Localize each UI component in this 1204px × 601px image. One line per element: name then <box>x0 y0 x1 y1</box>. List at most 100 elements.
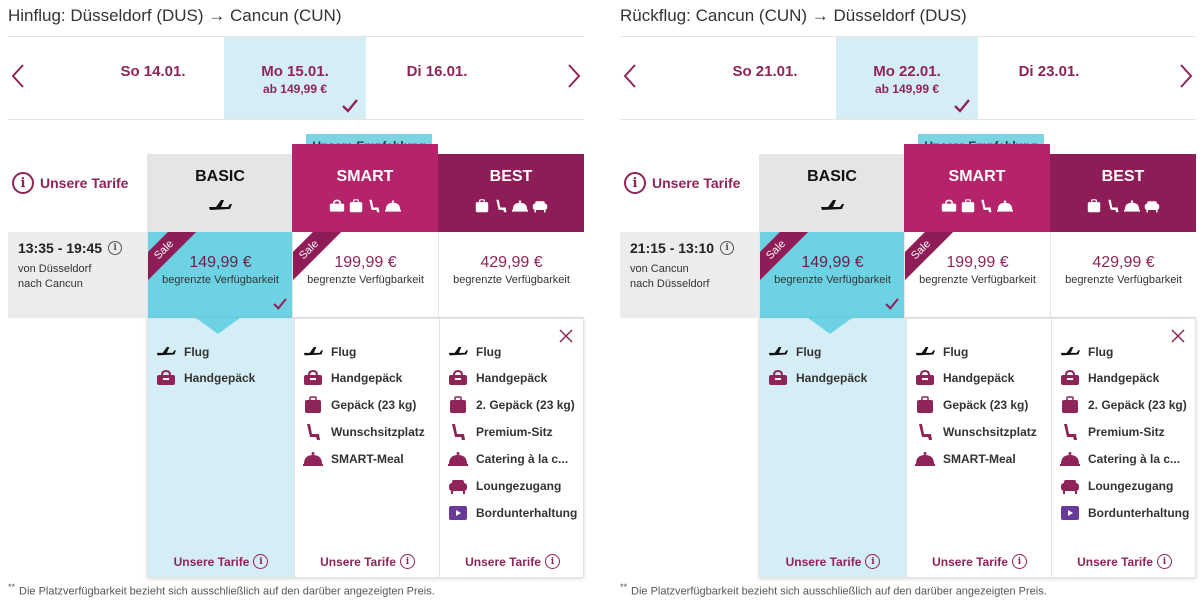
meal-icon <box>385 199 401 213</box>
date-price: ab 149,99 € <box>262 82 328 96</box>
availability-note: begrenzte Verfügbarkeit <box>307 274 424 286</box>
tariffs-info-link[interactable]: i Unsere Tarife <box>12 172 128 194</box>
date-option[interactable]: So 14.01. <box>82 37 224 119</box>
fare-header-best[interactable]: BEST <box>1050 154 1196 232</box>
feature-label: Flug <box>331 345 357 359</box>
suitcase-icon <box>961 199 975 213</box>
price-option-basic[interactable]: Sale 149,99 € begrenzte Verfügbarkeit <box>759 232 905 318</box>
suitcase-icon <box>474 199 490 213</box>
fare-details-basic: Flug Handgepäck Unsere Tarife i <box>760 318 906 577</box>
fare-details-best: Flug Handgepäck 2. Gepäck (23 kg) Premiu… <box>1051 319 1197 577</box>
tariffs-info-link[interactable]: Unsere Tarife i <box>440 554 585 569</box>
tariffs-info-link[interactable]: Unsere Tarife i <box>295 554 440 569</box>
price-option-smart[interactable]: Sale 199,99 € begrenzte Verfügbarkeit <box>292 232 438 318</box>
fare-header-basic[interactable]: BASIC <box>759 154 905 232</box>
feature-label: Handgepäck <box>943 371 1015 385</box>
price-option-basic[interactable]: Sale 149,99 € begrenzte Verfügbarkeit <box>147 232 293 318</box>
plane-icon <box>448 345 468 359</box>
fare-header-smart[interactable]: SMART <box>904 144 1050 232</box>
price-option-best[interactable]: 429,99 € begrenzte Verfügbarkeit <box>1050 232 1196 318</box>
seat-icon <box>449 423 467 441</box>
fare-header-best[interactable]: BEST <box>438 154 584 232</box>
meal-icon <box>997 199 1013 213</box>
meal-icon <box>915 451 935 467</box>
feature-label: Catering à la c... <box>1088 452 1181 466</box>
fare-details-smart: Flug Handgepäck Gepäck (23 kg) Wunschsit… <box>906 319 1052 577</box>
flight-info: 21:15 - 13:10 i von Cancun nach Düsseldor… <box>620 232 759 318</box>
feature-label: SMART-Meal <box>331 452 404 466</box>
suitcase-icon <box>1061 396 1079 414</box>
feature-label: Premium-Sitz <box>476 425 553 439</box>
fare-details-panel: Flug Handgepäck Unsere Tarife i Flug Hand… <box>759 318 1196 578</box>
suitcase-icon <box>349 199 363 213</box>
date-label: So 21.01. <box>732 63 798 80</box>
meal-icon <box>448 451 468 467</box>
prev-date-chevron-icon[interactable] <box>8 61 28 91</box>
next-date-chevron-icon[interactable] <box>564 61 584 91</box>
feature-label: Catering à la c... <box>476 452 569 466</box>
date-label: So 14.01. <box>120 63 186 80</box>
footer-label: Unsere Tarife <box>173 554 250 569</box>
fare-header-basic[interactable]: BASIC <box>147 154 293 232</box>
handbag-icon <box>768 370 788 386</box>
prev-date-chevron-icon[interactable] <box>620 61 640 91</box>
date-option[interactable]: Di 16.01. <box>366 37 508 119</box>
handbag-icon <box>329 199 345 213</box>
handbag-icon <box>156 370 176 386</box>
footer-label: Unsere Tarife <box>465 554 541 569</box>
fare-details-smart: Flug Handgepäck Gepäck (23 kg) Wunschsit… <box>294 319 440 577</box>
fare-name: SMART <box>948 168 1006 185</box>
date-option-selected[interactable]: Mo 22.01. ab 149,99 € <box>836 37 978 119</box>
lounge-icon <box>1144 199 1160 213</box>
fare-price: 149,99 € <box>801 254 864 271</box>
fare-details-best: Flug Handgepäck 2. Gepäck (23 kg) Premiu… <box>439 319 585 577</box>
date-label: Mo 22.01. <box>873 63 941 80</box>
tv-icon <box>448 505 468 521</box>
info-icon[interactable]: i <box>720 241 735 255</box>
handbag-icon <box>303 370 323 386</box>
selection-pointer <box>196 318 240 334</box>
seat-icon <box>1061 423 1079 441</box>
check-icon <box>954 99 970 113</box>
footer-label: Unsere Tarife <box>1077 554 1153 569</box>
date-option[interactable]: Di 23.01. <box>978 37 1120 119</box>
tariffs-info-link[interactable]: Unsere Tarife i <box>1052 554 1197 569</box>
tariffs-info-link[interactable]: Unsere Tarife i <box>760 554 906 569</box>
date-option[interactable]: So 21.01. <box>694 37 836 119</box>
tariffs-info-link[interactable]: Unsere Tarife i <box>148 554 294 569</box>
price-option-smart[interactable]: Sale 199,99 € begrenzte Verfügbarkeit <box>904 232 1050 318</box>
feature-label: Gepäck (23 kg) <box>331 398 417 412</box>
meal-icon <box>303 451 323 467</box>
close-icon[interactable] <box>559 329 573 343</box>
lounge-icon <box>532 199 548 213</box>
fare-header-smart[interactable]: SMART <box>292 144 438 232</box>
handbag-icon <box>941 199 957 213</box>
suitcase-icon <box>916 396 934 414</box>
feature-label: Bordunterhaltung <box>1088 506 1190 520</box>
tariffs-info-link[interactable]: i Unsere Tarife <box>624 172 740 194</box>
footer-label: Unsere Tarife <box>932 554 1008 569</box>
suitcase-icon <box>1086 199 1102 213</box>
price-option-best[interactable]: 429,99 € begrenzte Verfügbarkeit <box>438 232 584 318</box>
fare-name: BEST <box>489 168 533 185</box>
date-option-selected[interactable]: Mo 15.01. ab 149,99 € <box>224 37 366 119</box>
availability-note: begrenzte Verfügbarkeit <box>453 274 570 286</box>
feature-label: Handgepäck <box>331 371 403 385</box>
feature-label: Bordunterhaltung <box>476 506 578 520</box>
feature-label: Handgepäck <box>796 371 868 385</box>
outbound-title: Hinflug: Düsseldorf (DUS) → Cancun (CUN) <box>8 6 342 25</box>
info-icon: i <box>399 554 415 569</box>
tariffs-info-link[interactable]: Unsere Tarife i <box>907 554 1052 569</box>
next-date-chevron-icon[interactable] <box>1176 61 1196 91</box>
plane-icon <box>915 345 935 359</box>
close-icon[interactable] <box>1171 329 1185 343</box>
fare-details-basic: Flug Handgepäck Unsere Tarife i <box>148 318 294 577</box>
tariffs-label: Unsere Tarife <box>652 175 741 191</box>
availability-note: begrenzte Verfügbarkeit <box>919 274 1036 286</box>
flight-times: 13:35 - 19:45 <box>18 240 103 256</box>
feature-label: Premium-Sitz <box>1088 425 1165 439</box>
check-icon <box>342 99 358 113</box>
info-icon[interactable]: i <box>108 241 123 255</box>
flight-row: 21:15 - 13:10 i von Cancun nach Düsseldor… <box>620 232 1196 318</box>
fare-name: BASIC <box>807 168 857 185</box>
